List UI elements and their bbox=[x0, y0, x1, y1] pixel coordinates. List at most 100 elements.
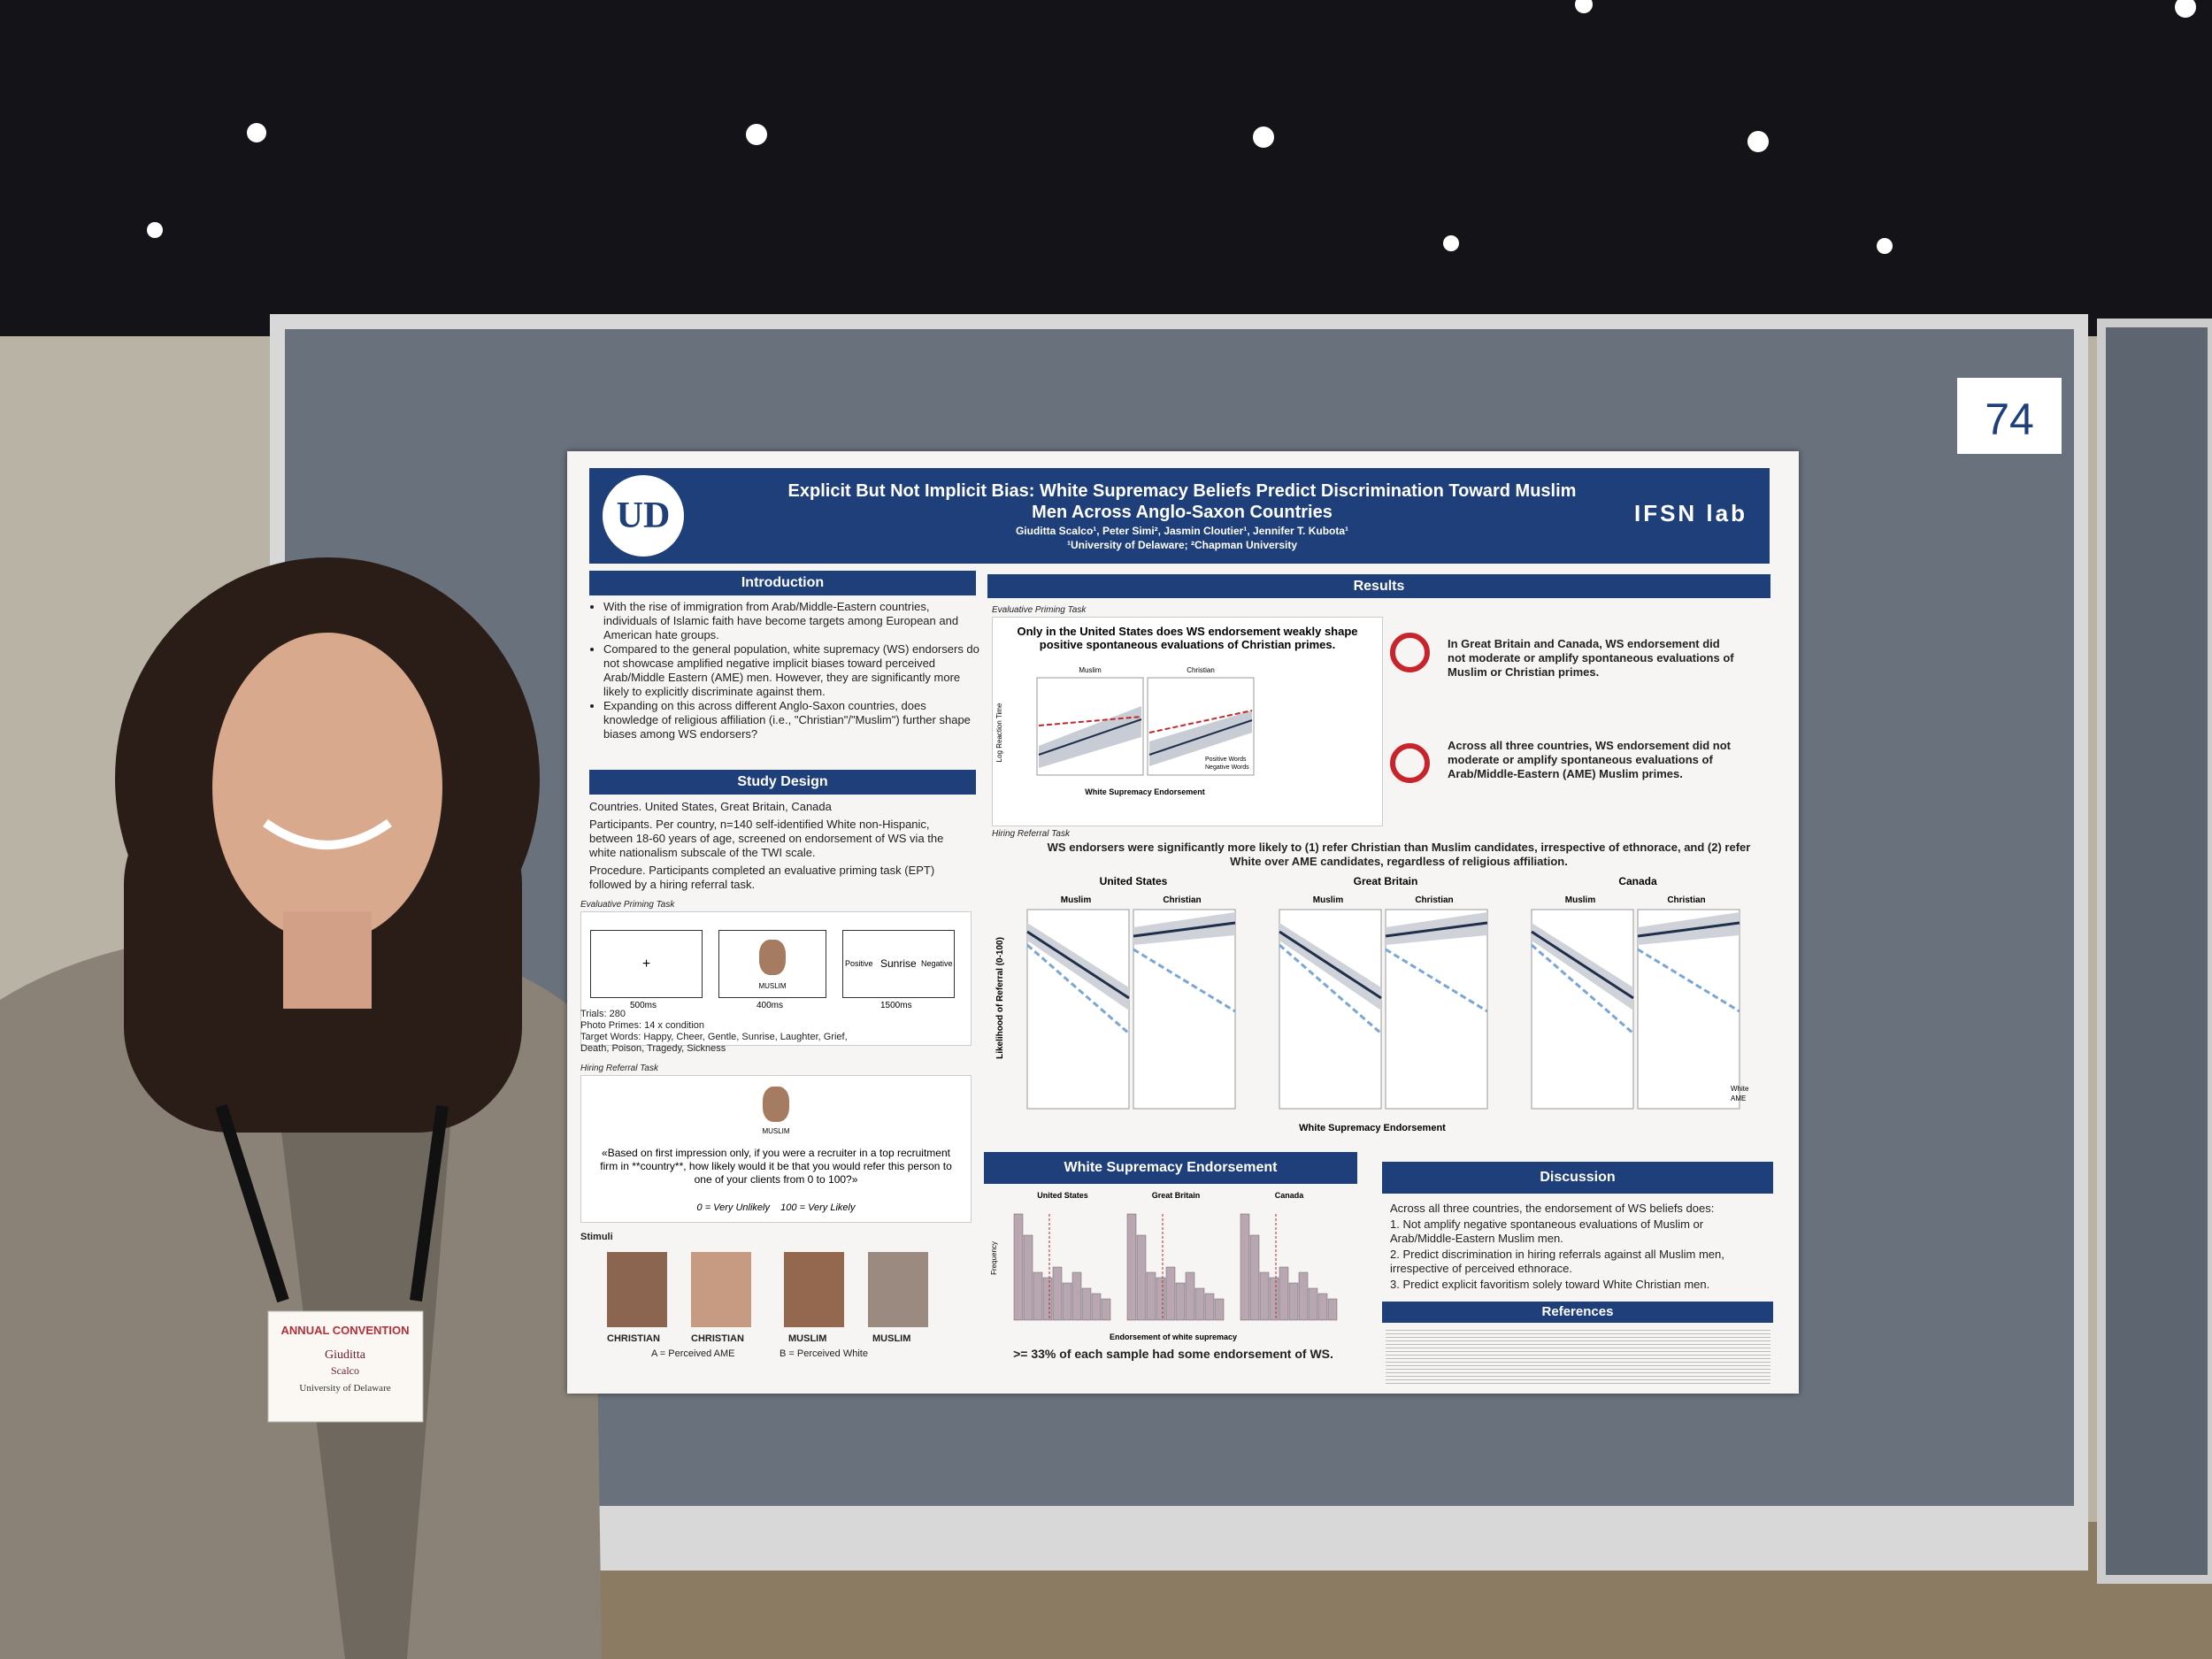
histogram-bar bbox=[1146, 1271, 1156, 1321]
no-icon bbox=[1390, 743, 1430, 783]
ci-band bbox=[1279, 923, 1381, 1010]
subtask-label: Evaluative Priming Task bbox=[580, 900, 675, 910]
ept-note: In Great Britain and Canada, WS endorsem… bbox=[1448, 637, 1734, 679]
trend-line bbox=[1637, 948, 1740, 1013]
hrt-quote: «Based on first impression only, if you … bbox=[600, 1147, 952, 1186]
section-heading: Introduction bbox=[589, 571, 976, 595]
histogram-bar bbox=[1269, 1277, 1279, 1321]
panel-label: Muslim bbox=[1061, 895, 1092, 905]
trend-line bbox=[1038, 716, 1142, 726]
section-heading: References bbox=[1382, 1302, 1773, 1323]
smile bbox=[263, 818, 392, 849]
trend-line bbox=[1531, 930, 1634, 1000]
x-axis-label: White Supremacy Endorsement bbox=[1299, 1123, 1446, 1133]
stimulus-photo bbox=[868, 1252, 928, 1327]
stimulus-label: MUSLIM bbox=[788, 1333, 827, 1344]
trend-line bbox=[1148, 719, 1253, 756]
trend-line bbox=[1637, 921, 1740, 938]
poster-title: Explicit But Not Implicit Bias: White Su… bbox=[787, 481, 1577, 522]
country-label: Canada bbox=[1275, 1191, 1305, 1200]
stimulus-label: CHRISTIAN bbox=[607, 1333, 660, 1344]
reference-lines bbox=[1386, 1327, 1770, 1385]
positive-label: Positive bbox=[845, 959, 873, 968]
prime-label: MUSLIM bbox=[758, 982, 787, 990]
histogram-bar bbox=[1327, 1298, 1338, 1321]
histogram-bar bbox=[1062, 1282, 1072, 1321]
country-label: Canada bbox=[1618, 875, 1657, 887]
board-number-card bbox=[1957, 378, 2062, 454]
ci-band bbox=[1027, 923, 1129, 1010]
histogram-bar bbox=[1071, 1271, 1082, 1321]
histogram-bar bbox=[1288, 1282, 1299, 1321]
poster-affiliations: ¹University of Delaware; ²Chapman Univer… bbox=[1066, 539, 1298, 551]
ept-finding: Only in the United States does WS endors… bbox=[1017, 625, 1358, 651]
subtask-label: Hiring Referral Task bbox=[580, 1064, 658, 1073]
histogram-bar bbox=[1279, 1266, 1289, 1321]
intro-bullet: With the rise of immigration from Arab/M… bbox=[603, 600, 984, 642]
trend-line bbox=[1531, 943, 1634, 1035]
section-heading: White Supremacy Endorsement bbox=[984, 1152, 1357, 1184]
histogram-bar bbox=[1023, 1234, 1033, 1321]
histogram-bar bbox=[1136, 1234, 1147, 1321]
no-icon bbox=[1390, 633, 1430, 672]
ceiling bbox=[0, 0, 2212, 336]
stimulus-label: MUSLIM bbox=[872, 1333, 911, 1344]
badge-first-name: Giuditta bbox=[325, 1348, 366, 1362]
badge bbox=[267, 1310, 424, 1423]
panel-label: Muslim bbox=[1565, 895, 1596, 905]
histogram-bar bbox=[1013, 1213, 1024, 1321]
step-time: 1500ms bbox=[880, 1001, 912, 1010]
histogram-bar bbox=[1194, 1287, 1205, 1321]
subtask-label: Evaluative Priming Task bbox=[992, 605, 1087, 615]
x-axis-label: Endorsement of white supremacy bbox=[1110, 1333, 1237, 1341]
ept-note: Across all three countries, WS endorseme… bbox=[1448, 739, 1732, 780]
fixation: + bbox=[590, 930, 703, 998]
section-heading: Discussion bbox=[1382, 1162, 1773, 1194]
discussion-point: 3. Predict explicit favoritism solely to… bbox=[1390, 1278, 1710, 1291]
trend-line bbox=[1385, 921, 1488, 938]
stimulus-photo bbox=[784, 1252, 844, 1327]
prime-frame: MUSLIM bbox=[718, 930, 826, 998]
next-board bbox=[2097, 319, 2212, 1584]
negative-label: Negative bbox=[921, 959, 953, 968]
step-time: 400ms bbox=[757, 1001, 784, 1010]
ceiling-lights bbox=[147, 0, 2196, 254]
section-heading: Results bbox=[987, 574, 1770, 598]
histogram-bar bbox=[1126, 1213, 1137, 1321]
y-axis-label: Likelihood of Referral (0-100) bbox=[995, 937, 1005, 1059]
histogram-bar bbox=[1052, 1266, 1063, 1321]
ept-detail: Trials: 280 bbox=[580, 1009, 626, 1019]
intro-bullet: Compared to the general population, whit… bbox=[603, 642, 984, 699]
panel-label: Christian bbox=[1187, 666, 1215, 674]
logo-right: IFSN lab bbox=[1633, 500, 1747, 526]
stimulus-photo bbox=[691, 1252, 751, 1327]
ept-detail: Target Words: Happy, Cheer, Gentle, Sunr… bbox=[580, 1032, 848, 1054]
panel-label: Muslim bbox=[1079, 666, 1102, 674]
hrt-scale: 0 = Very Unlikely 100 = Very Likely bbox=[696, 1202, 856, 1213]
histogram-bar bbox=[1165, 1266, 1176, 1321]
target-word: Sunrise bbox=[880, 957, 917, 970]
country-label: United States bbox=[1037, 1191, 1088, 1200]
discussion-point: 2. Predict discrimination in hiring refe… bbox=[1390, 1248, 1724, 1275]
country-label: Great Britain bbox=[1354, 875, 1418, 887]
country-label: United States bbox=[1100, 875, 1168, 887]
histogram-bar bbox=[1101, 1298, 1111, 1321]
section-heading: Study Design bbox=[589, 770, 976, 795]
ept-box: + MUSLIM Positive Sunrise Negative 500ms 4… bbox=[580, 911, 972, 1046]
histogram-bar bbox=[1249, 1234, 1260, 1321]
hrt-finding: WS endorsers were significantly more lik… bbox=[1047, 841, 1751, 868]
stimulus-photo bbox=[607, 1252, 667, 1327]
legend-entry: AME bbox=[1731, 1094, 1746, 1102]
target-frame: Positive Sunrise Negative bbox=[842, 930, 955, 998]
ept-plot: Log Reaction Time Muslim Christian Posit… bbox=[995, 666, 1255, 796]
stimuli-label: Stimuli bbox=[580, 1232, 613, 1242]
design-paragraph: Countries. United States, Great Britain,… bbox=[589, 800, 832, 813]
lanyard bbox=[215, 1103, 289, 1303]
histogram-bar bbox=[1240, 1213, 1250, 1321]
trend-line bbox=[1026, 943, 1130, 1035]
y-axis-label: Log Reaction Time bbox=[995, 703, 1003, 762]
face-photo bbox=[763, 1087, 789, 1122]
panel-label: Muslim bbox=[1313, 895, 1344, 905]
ws-histograms: Frequency Endorsement of white supremacy… bbox=[990, 1191, 1338, 1341]
stimuli-legend: A = Perceived AME bbox=[651, 1348, 735, 1359]
